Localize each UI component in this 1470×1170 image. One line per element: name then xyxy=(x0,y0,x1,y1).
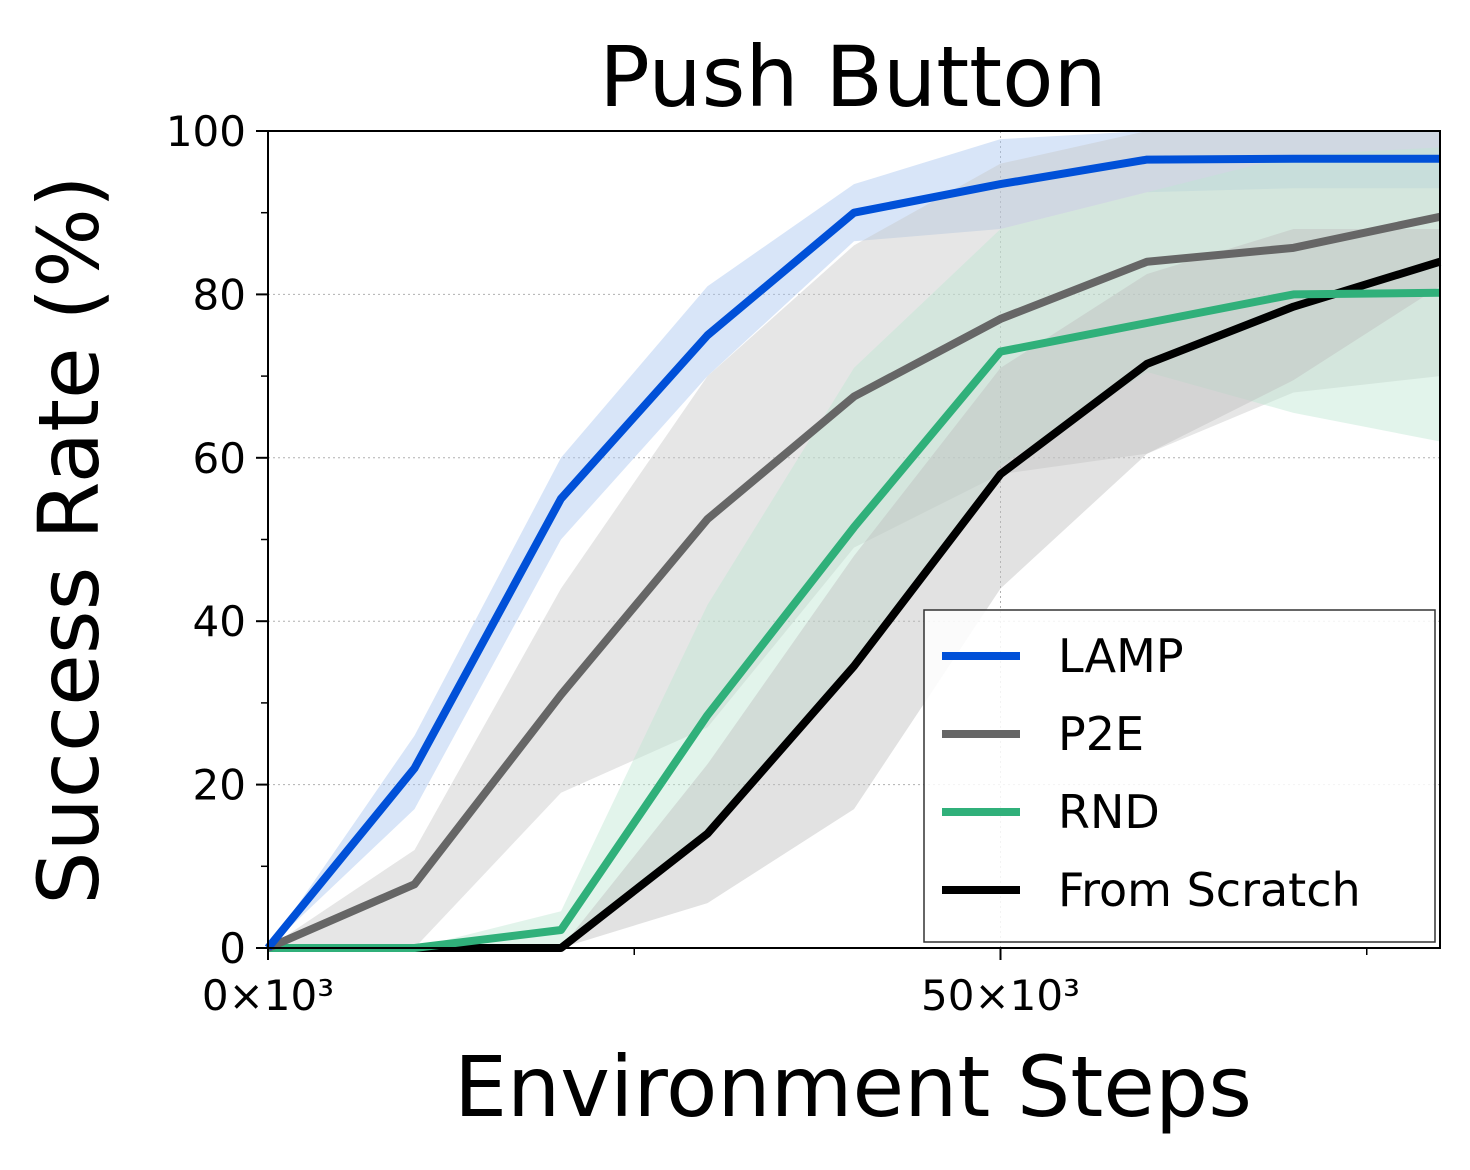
y-axis-label: Success Rate (%) xyxy=(20,175,118,905)
y-axis-ticks: 0 20 40 60 80 100 xyxy=(166,107,268,973)
band-p2e xyxy=(268,131,1440,948)
legend-label: RND xyxy=(1058,785,1160,839)
y-tick-label: 60 xyxy=(193,434,246,483)
y-tick-label: 40 xyxy=(193,597,246,646)
legend: LAMP P2E RND From Scratch xyxy=(923,609,1436,943)
y-tick-label: 80 xyxy=(193,270,246,319)
y-tick-label: 0 xyxy=(219,924,246,973)
legend-label: LAMP xyxy=(1058,629,1184,683)
chart-title: Push Button xyxy=(599,28,1107,126)
series-lines xyxy=(264,154,1442,952)
x-tick-label: 50×10³ xyxy=(921,971,1080,1020)
y-tick-label: 100 xyxy=(166,107,246,156)
band-rnd xyxy=(268,147,1440,949)
legend-label: P2E xyxy=(1058,707,1144,761)
confidence-bands xyxy=(268,131,1440,949)
x-tick-label: 0×10³ xyxy=(202,971,334,1020)
band-from-scratch xyxy=(268,229,1440,949)
legend-label: From Scratch xyxy=(1058,863,1361,917)
series-line-lamp xyxy=(264,154,1440,951)
x-axis-ticks: 0×10³ 50×10³ xyxy=(202,948,1368,1020)
x-axis-label: Environment Steps xyxy=(454,1038,1252,1136)
y-tick-label: 20 xyxy=(193,761,246,810)
series-line-rnd xyxy=(268,288,1441,952)
series-line-p2e xyxy=(266,212,1441,952)
